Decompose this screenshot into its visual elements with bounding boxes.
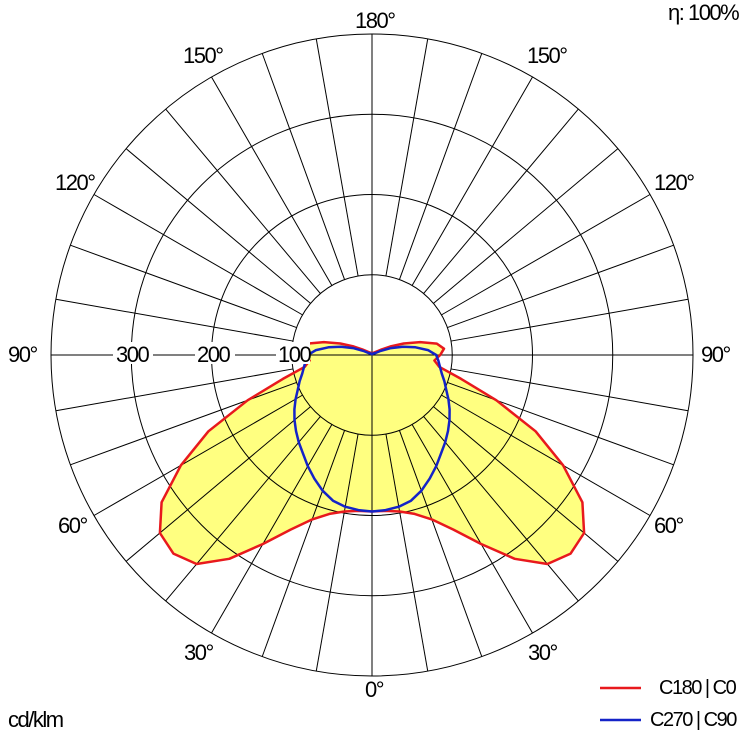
angle-label-60-left: 60° [58, 513, 87, 538]
grid-spoke-240 [93, 194, 303, 316]
angle-label-120-left: 120° [55, 170, 95, 195]
grid-spoke-220 [165, 108, 321, 294]
radial-tick-300: 300 [116, 342, 149, 367]
grid-spoke-230 [125, 148, 311, 304]
grid-spoke-200 [261, 53, 346, 280]
grid-spoke-350 [315, 433, 359, 672]
grid-spoke-280 [55, 368, 294, 412]
grid-spoke-130 [433, 148, 619, 304]
angle-label-0: 0° [365, 677, 384, 702]
angle-label-90-left: 90° [8, 342, 37, 367]
grid-spoke-340 [261, 430, 346, 657]
grid-spoke-120 [441, 194, 651, 316]
grid-spoke-170 [385, 38, 429, 277]
grid-spoke-290 [70, 381, 297, 466]
chart-curves [158, 340, 586, 566]
angle-label-120-right: 120° [654, 170, 694, 195]
grid-spoke-330 [211, 424, 333, 634]
series-curve-c270-c90 [293, 345, 451, 513]
grid-spoke-140 [423, 108, 579, 294]
grid-spoke-250 [70, 244, 297, 329]
grid-spoke-110 [447, 244, 674, 329]
polar-grid [50, 33, 694, 677]
grid-spoke-210 [211, 76, 333, 286]
grid-spoke-260 [55, 298, 294, 342]
grid-spoke-320 [165, 416, 321, 602]
efficiency-label: η: 100% [668, 0, 739, 25]
grid-spoke-80 [450, 368, 689, 412]
tick-label-bg-100 [276, 342, 310, 364]
grid-spoke-30 [411, 424, 533, 634]
angle-label-30-right: 30° [528, 640, 557, 665]
grid-spoke-60 [441, 394, 651, 516]
grid-spoke-50 [433, 406, 619, 562]
unit-label: cd/klm [8, 707, 63, 732]
radial-tick-100: 100 [278, 342, 311, 367]
angle-label-90-right: 90° [701, 342, 730, 367]
grid-spoke-10 [385, 433, 429, 672]
angle-label-60-right: 60° [654, 513, 683, 538]
chart-labels: η: 100% cd/klm 180° 150° 150° 120° 120° … [8, 0, 741, 732]
grid-spoke-310 [125, 406, 311, 562]
angle-label-150-left: 150° [183, 43, 223, 68]
legend-label-c90: C270 | C90 [650, 709, 737, 731]
grid-spoke-300 [93, 394, 303, 516]
radial-tick-200: 200 [197, 342, 230, 367]
grid-spoke-40 [423, 416, 579, 602]
angle-label-30-left: 30° [184, 640, 213, 665]
tick-label-bg-200 [195, 342, 235, 364]
legend: C180 | C0 C270 | C90 [600, 677, 739, 731]
grid-spoke-100 [450, 298, 689, 342]
grid-spoke-70 [447, 381, 674, 466]
grid-spoke-150 [411, 76, 533, 286]
grid-spoke-160 [398, 53, 483, 280]
legend-label-c0: C180 | C0 [659, 677, 737, 699]
grid-spoke-190 [315, 38, 359, 277]
angle-label-150-right: 150° [527, 43, 567, 68]
grid-spoke-20 [398, 430, 483, 657]
tick-label-bg-300 [113, 342, 153, 364]
angle-label-180: 180° [355, 8, 395, 33]
